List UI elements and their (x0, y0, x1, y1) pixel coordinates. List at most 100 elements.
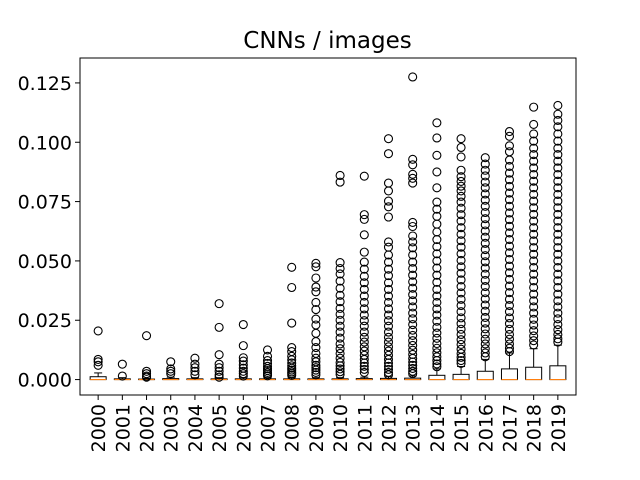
outlier-point (335, 177, 345, 187)
outlier-point (504, 329, 515, 340)
outlier-point (456, 275, 466, 285)
outlier-point (456, 176, 466, 186)
outlier-point (383, 321, 394, 331)
outlier-point (408, 325, 418, 335)
outlier-point (335, 357, 345, 368)
outlier-point (432, 322, 442, 332)
outlier-point (238, 319, 248, 330)
y-tick-label: 0.100 (18, 132, 72, 154)
outlier-point (335, 369, 345, 379)
outlier-point (190, 353, 200, 363)
outlier-point (480, 288, 490, 298)
x-tick-label: 2011 (354, 404, 376, 452)
outlier-point (166, 366, 176, 376)
outlier-point (432, 316, 442, 326)
outlier-point (262, 358, 273, 368)
outlier-point (383, 186, 394, 196)
outlier-point (504, 201, 515, 211)
outlier-point (432, 291, 442, 301)
outlier-point (238, 356, 248, 366)
outlier-point (335, 303, 345, 313)
outlier-point (553, 150, 563, 160)
box (428, 374, 446, 381)
box-group (210, 299, 228, 382)
outlier-point (238, 360, 248, 370)
outlier-point (141, 372, 152, 382)
outlier-point (504, 221, 515, 231)
outlier-point (335, 321, 345, 331)
outlier-point (504, 319, 515, 329)
box (476, 370, 494, 381)
outlier-point (335, 344, 345, 354)
outlier-point (432, 284, 442, 294)
outlier-point (529, 296, 539, 306)
outlier-point (359, 171, 369, 181)
outlier-point (504, 254, 515, 265)
outlier-point (504, 307, 515, 317)
outlier-point (408, 308, 418, 318)
outlier-point (553, 115, 563, 125)
outlier-point (553, 256, 563, 266)
outlier-point (311, 365, 321, 375)
axes-frame (79, 57, 577, 396)
outlier-point (504, 347, 515, 357)
outlier-point (432, 328, 442, 338)
x-tick-label: 2010 (330, 404, 352, 452)
outlier-point (383, 364, 394, 374)
outlier-point (359, 364, 369, 374)
outlier-point (504, 261, 515, 271)
outlier-point (432, 227, 442, 237)
outlier-point (359, 358, 369, 368)
outlier-point (456, 229, 466, 239)
outlier-point (166, 357, 176, 367)
outlier-point (456, 242, 466, 252)
x-tick-label: 2006 (233, 404, 255, 452)
outlier-point (553, 302, 563, 312)
outlier-point (504, 248, 515, 258)
outlier-point (504, 324, 515, 334)
x-tick-label: 2000 (88, 404, 110, 452)
outlier-point (456, 172, 466, 182)
outlier-point (456, 165, 466, 175)
outlier-point (383, 284, 394, 294)
outlier-point (359, 271, 369, 281)
outlier-point (480, 226, 490, 236)
outlier-point (456, 356, 466, 366)
outlier-point (504, 208, 515, 218)
outlier-point (456, 307, 466, 317)
outlier-point (553, 243, 563, 253)
outlier-point (553, 269, 563, 279)
outlier-point (456, 186, 466, 196)
outlier-point (529, 143, 539, 153)
outlier-point (359, 367, 369, 378)
outlier-point (311, 348, 321, 359)
x-tick-label: 2019 (548, 404, 570, 452)
outlier-point (553, 176, 563, 186)
outlier-point (529, 314, 539, 324)
outlier-point (529, 326, 539, 336)
outlier-point (456, 268, 466, 278)
outlier-point (456, 262, 466, 272)
outlier-point (456, 358, 466, 368)
outlier-point (408, 296, 418, 306)
outlier-point (335, 170, 345, 181)
outlier-point (238, 341, 248, 351)
outlier-point (553, 209, 563, 219)
outlier-point (529, 282, 539, 293)
outlier-point (432, 362, 442, 372)
outlier-point (214, 372, 224, 382)
x-tick-label: 2008 (282, 404, 304, 452)
outlier-point (480, 251, 490, 261)
outlier-point (480, 244, 490, 255)
outlier-point (480, 269, 490, 279)
outlier-point (214, 370, 224, 380)
plot-area (89, 72, 567, 382)
outlier-point (553, 122, 563, 132)
x-tick-label: 2001 (112, 404, 134, 452)
outlier-point (480, 159, 490, 169)
outlier-point (504, 195, 515, 205)
outlier-point (408, 154, 418, 164)
outlier-point (166, 369, 176, 379)
outlier-point (553, 169, 563, 180)
